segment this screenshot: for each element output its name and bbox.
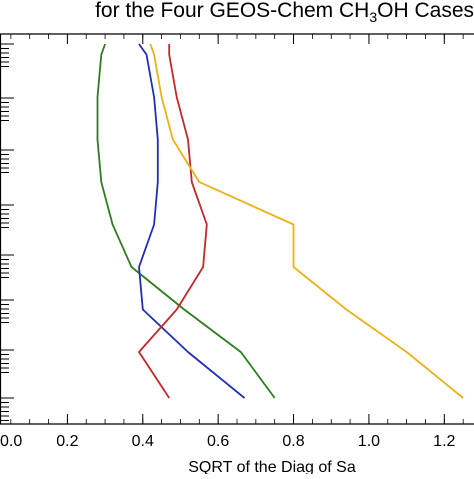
series-line-2 — [138, 43, 246, 399]
series-group — [96, 43, 464, 399]
chart-title-subscript: 3 — [369, 9, 377, 25]
x-tick-label: 1.2 — [433, 433, 455, 450]
chart-title: for the Four GEOS-Chem CH3OH Cases — [95, 0, 474, 25]
series-line-1 — [96, 43, 276, 399]
x-tick-label: 0.0 — [0, 433, 22, 450]
x-tick-labels: 0.0 0.2 0.4 0.6 0.8 1.0 1.2 — [0, 433, 456, 450]
axes — [0, 33, 474, 425]
chart-title-main: for the Four GEOS-Chem CH — [95, 0, 369, 22]
x-tick-label: 0.2 — [56, 433, 78, 450]
x-tick-label: 0.4 — [132, 433, 154, 450]
chart-title-suffix: OH Cases — [377, 0, 474, 22]
series-line-3 — [138, 44, 208, 399]
series-line-4 — [149, 43, 464, 399]
x-tick-label: 1.0 — [358, 433, 380, 450]
x-tick-label: 0.6 — [207, 433, 229, 450]
x-axis-label: SQRT of the Diag of Sa — [188, 459, 356, 474]
x-tick-label: 0.8 — [282, 433, 304, 450]
